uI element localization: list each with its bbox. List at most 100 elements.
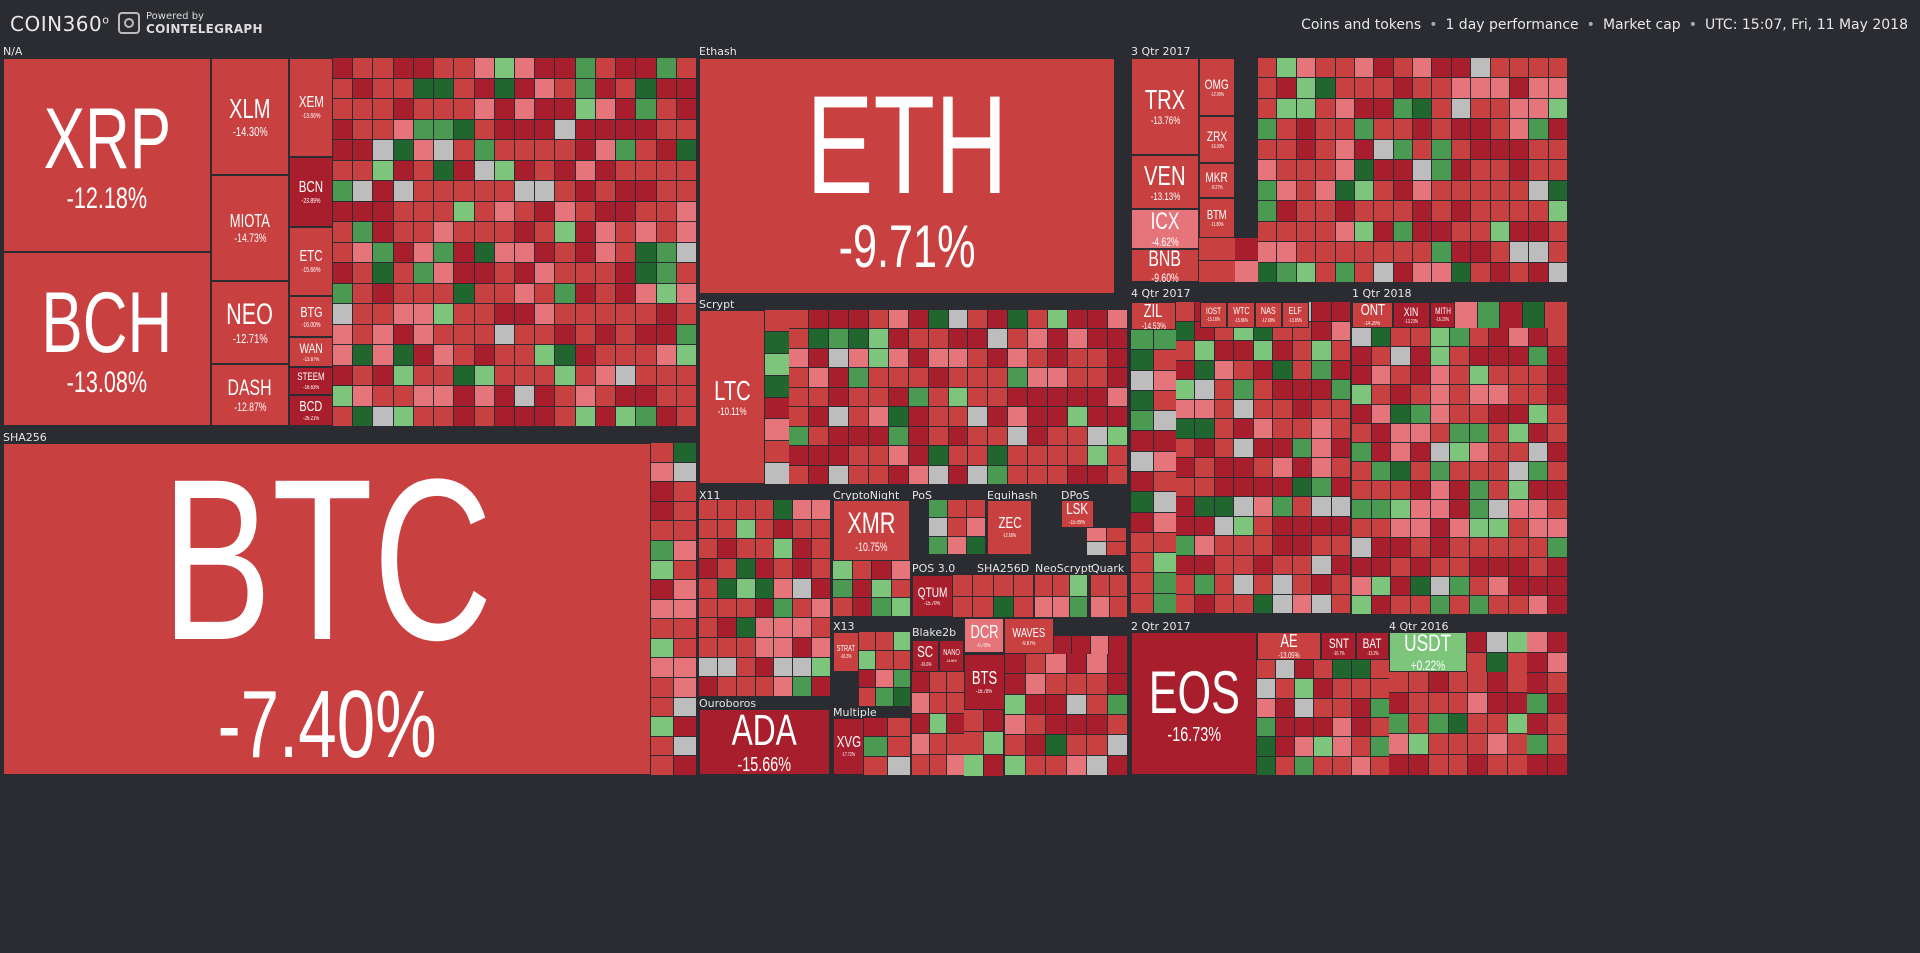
coin-tile-small[interactable] [1489,576,1509,595]
coin-tile-small[interactable] [1333,698,1351,717]
coin-tile-small[interactable] [616,304,636,324]
coin-tile-small[interactable] [1108,368,1127,387]
coin-tile-small[interactable] [454,304,474,324]
coin-tile-small[interactable] [1389,755,1408,775]
coin-tile-small[interactable] [988,465,1008,484]
coin-tile-small[interactable] [1469,576,1489,595]
coin-tile-small[interactable] [1046,674,1066,694]
coin-tile-small[interactable] [717,519,736,539]
coin-tile-small[interactable] [454,263,474,283]
coin-tile-small[interactable] [674,619,696,638]
coin-tile-small[interactable] [333,99,353,119]
coin-tile-small[interactable] [968,407,988,426]
coin-tile-small[interactable] [595,304,616,324]
coin-tile-small[interactable] [1273,380,1292,399]
coin-tile-small[interactable] [1107,735,1127,755]
coin-tile-small[interactable] [1295,718,1313,737]
coin-tile-small[interactable] [928,329,948,348]
coin-tile-small[interactable] [848,329,868,348]
coin-tile-small[interactable] [1234,594,1253,613]
coin-tile-small[interactable] [1352,461,1371,481]
coin-tile-small[interactable] [1489,385,1509,404]
coin-tile-small[interactable] [656,222,676,242]
coin-tile-small[interactable] [848,446,868,465]
coin-tile-small[interactable] [1154,573,1176,593]
coin-tile-small[interactable] [1490,201,1509,221]
coin-tile-small[interactable] [1276,737,1294,756]
coin-tile-small[interactable] [908,368,928,387]
coin-tile-small[interactable] [1352,557,1371,576]
coin-tile-small[interactable] [1108,446,1127,465]
coin-tile-small[interactable] [651,462,673,482]
coin-tile-small[interactable] [1450,404,1469,423]
coin-tile-small[interactable] [1214,536,1234,555]
coin-tile-small[interactable] [676,181,696,201]
coin-tile-small[interactable] [1195,594,1214,613]
coin-tile-small[interactable] [1489,500,1509,519]
coin-tile-small[interactable] [1068,368,1088,387]
coin-tile-small[interactable] [1258,58,1277,78]
coin-tile-small[interactable] [988,426,1008,446]
coin-tile-small[interactable] [1195,458,1214,477]
coin-tile-small[interactable] [674,697,696,717]
coin-tile-small[interactable] [413,283,434,303]
coin-tile-xlm[interactable]: XLM -14.30% [211,58,289,175]
coin-tile-small[interactable] [333,58,353,78]
coin-tile-small[interactable] [353,140,373,160]
coin-tile-small[interactable] [765,353,789,375]
coin-tile-small[interactable] [888,310,908,329]
coin-tile-small[interactable] [1545,302,1567,328]
coin-tile-small[interactable] [1410,500,1430,519]
coin-tile-small[interactable] [1296,221,1316,242]
coin-tile-small[interactable] [333,304,353,324]
coin-tile-small[interactable] [1432,119,1451,139]
coin-tile-small[interactable] [1273,536,1292,555]
coin-tile-small[interactable] [674,521,696,540]
coin-tile-small[interactable] [413,78,434,98]
coin-tile-small[interactable] [1490,139,1509,160]
coin-tile-small[interactable] [1296,119,1316,139]
coin-tile-small[interactable] [717,657,736,677]
coin-tile-small[interactable] [474,222,494,242]
coin-tile-small[interactable] [947,692,964,713]
coin-tile-small[interactable] [1471,160,1490,180]
coin-tile-small[interactable] [1509,366,1528,385]
coin-tile-small[interactable] [535,222,555,242]
coin-tile-small[interactable] [988,446,1008,465]
coin-tile-small[interactable] [1391,442,1410,461]
coin-tile-small[interactable] [1335,119,1354,139]
coin-tile-small[interactable] [1430,519,1450,538]
coin-tile-small[interactable] [947,755,964,775]
coin-tile-small[interactable] [1413,201,1432,221]
coin-tile-small[interactable] [353,365,373,385]
coin-tile-small[interactable] [616,345,636,365]
coin-tile-small[interactable] [595,222,616,242]
coin-tile-small[interactable] [1371,698,1389,717]
coin-tile-small[interactable] [674,462,696,482]
coin-tile-small[interactable] [1489,538,1509,557]
coin-tile-small[interactable] [454,119,474,139]
coin-tile-small[interactable] [848,465,868,484]
coin-tile-small[interactable] [575,386,595,406]
coin-tile-small[interactable] [1195,341,1214,360]
coin-tile-small[interactable] [1335,98,1354,119]
coin-tile-small[interactable] [1214,458,1234,477]
coin-tile-small[interactable] [1352,576,1371,595]
coin-tile-small[interactable] [848,348,868,368]
coin-tile-small[interactable] [1374,98,1393,119]
coin-tile-small[interactable] [1176,477,1195,496]
coin-tile-small[interactable] [1428,755,1448,775]
coin-tile-small[interactable] [1547,632,1567,652]
coin-tile-small[interactable] [1154,532,1176,553]
coin-tile-small[interactable] [353,345,373,365]
coin-tile-small[interactable] [1087,674,1107,694]
coin-tile-small[interactable] [494,222,514,242]
coin-tile-small[interactable] [1490,78,1509,98]
coin-tile-small[interactable] [1052,596,1070,617]
coin-tile-small[interactable] [474,78,494,98]
coin-tile-small[interactable] [494,160,514,180]
coin-tile-small[interactable] [454,160,474,180]
coin-tile-small[interactable] [1371,756,1389,775]
coin-tile-small[interactable] [908,348,928,368]
coin-tile-small[interactable] [1296,78,1316,98]
